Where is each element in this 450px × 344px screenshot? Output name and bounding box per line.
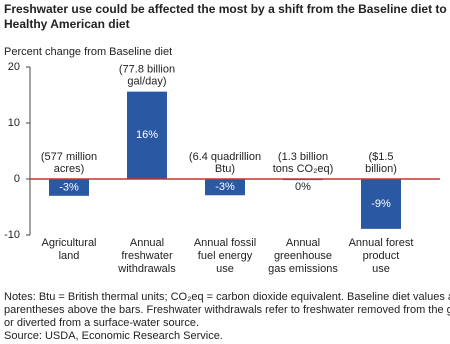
y-tick-label: 20 (8, 61, 20, 73)
x-tick-label: Annual (130, 237, 164, 249)
x-tick-label: use (372, 263, 390, 275)
data-label: -3% (215, 181, 235, 193)
x-tick-label: use (216, 263, 234, 275)
data-label: 16% (136, 129, 158, 141)
note: parentheses above the bars. Freshwater w… (4, 304, 450, 316)
annotation: (77.8 billion (119, 64, 175, 76)
y-tick-label: -10 (4, 229, 20, 241)
annotation: billion) (365, 163, 397, 175)
y-axis-label: Percent change from Baseline diet (4, 46, 172, 58)
x-tick-label: gas emissions (268, 263, 338, 275)
annotation: ($1.5 (368, 151, 393, 163)
x-tick-label: freshwater (121, 250, 173, 262)
x-tick-label: Agricultural (41, 237, 96, 249)
x-tick-label: withdrawals (117, 263, 176, 275)
annotation: gal/day) (127, 76, 166, 88)
annotation: (577 million (41, 151, 97, 163)
x-tick-label: greenhouse (274, 250, 332, 262)
bar (127, 91, 167, 179)
annotation: acres) (54, 163, 85, 175)
x-tick-label: Annual (286, 237, 320, 249)
annotation: (6.4 quadrillion (189, 151, 261, 163)
x-tick-label: Annual fossil (194, 237, 256, 249)
data-label: 0% (295, 181, 311, 193)
data-label: -9% (371, 198, 391, 210)
note: or diverted from a surface-water source. (4, 317, 199, 329)
note: Source: USDA, Economic Research Service. (4, 330, 223, 342)
y-tick-label: 0 (14, 173, 20, 185)
x-tick-label: product (363, 250, 400, 262)
x-tick-label: land (59, 250, 80, 262)
x-tick-label: fuel energy (198, 250, 253, 262)
bar (361, 179, 401, 229)
y-tick-label: 10 (8, 117, 20, 129)
bar (205, 179, 245, 196)
chart-title: Healthy American diet (4, 17, 130, 31)
annotation: tons CO₂eq) (273, 163, 334, 175)
annotation: (1.3 billion (278, 151, 328, 163)
chart-title: Freshwater use could be affected the mos… (4, 2, 450, 16)
note: Notes: Btu = British thermal units; CO₂e… (4, 291, 450, 303)
annotation: Btu) (215, 163, 235, 175)
data-label: -3% (59, 181, 79, 193)
x-tick-label: Annual forest (349, 237, 414, 249)
bar (49, 179, 89, 196)
